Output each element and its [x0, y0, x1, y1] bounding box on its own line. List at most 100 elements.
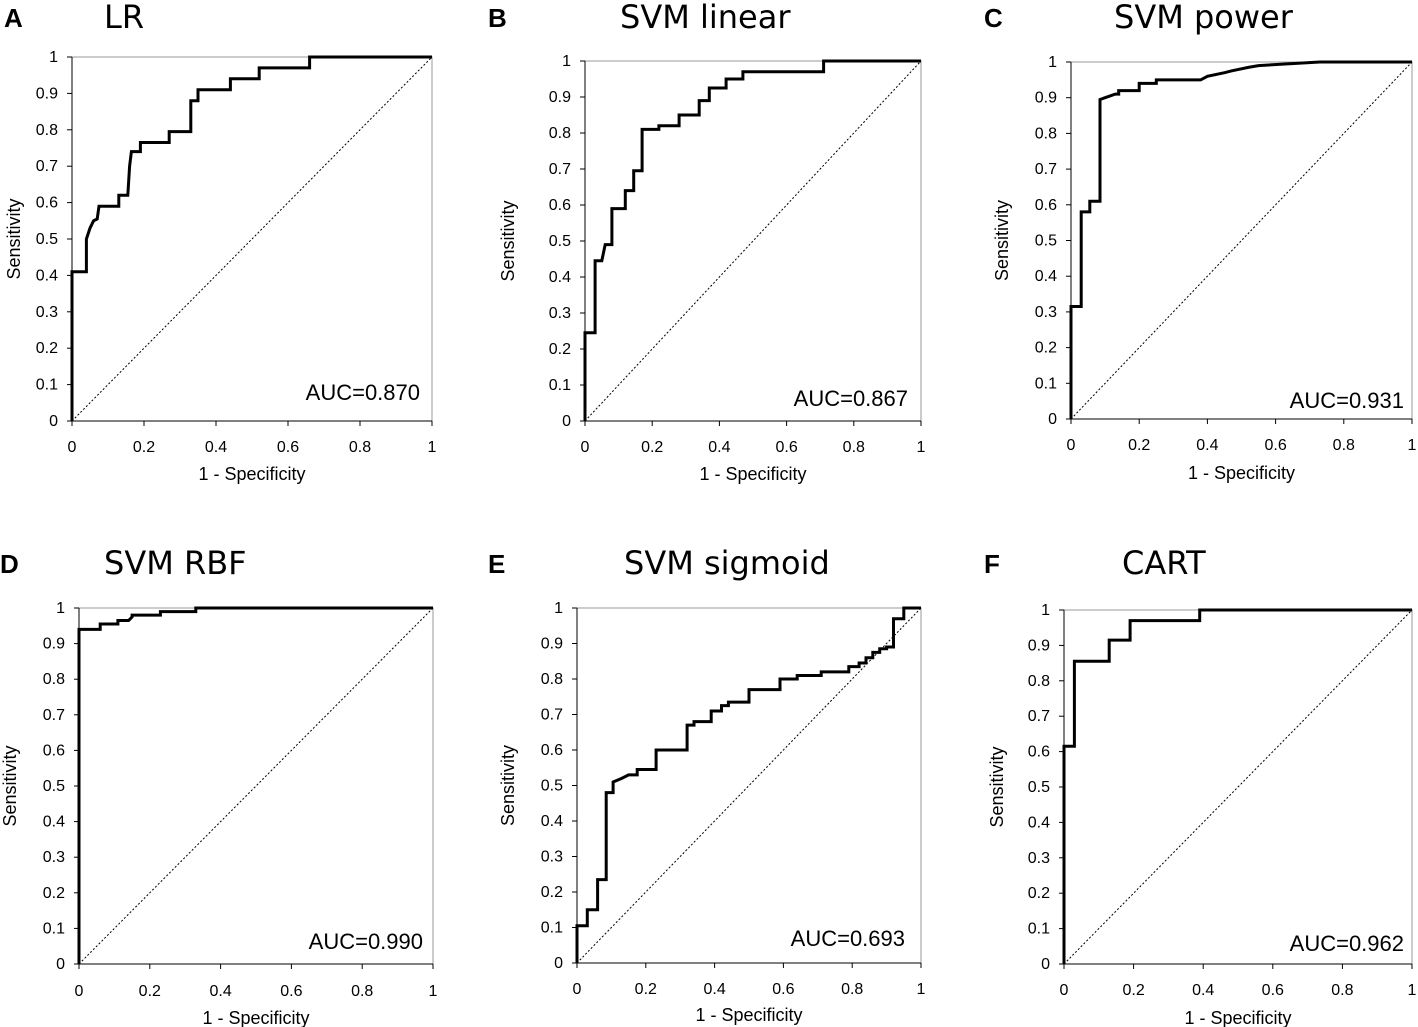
y-tick-label: 0.3: [43, 849, 65, 866]
y-tick-label: 0.1: [541, 920, 563, 937]
panel-a: A LR 0 0.1 0.2 0.3 0.4 0.5 0.6 0.7 0.8 0.9 1 0 0.2 0.4 0…: [4, 0, 437, 484]
y-tick-label: 0.9: [541, 636, 563, 653]
auc-label: AUC=0.962: [1290, 931, 1404, 956]
panel-letter: E: [488, 549, 505, 579]
x-tick-label: 1: [428, 439, 437, 456]
plot-frame: [1070, 61, 1413, 420]
x-axis-title: 1 - Specificity: [198, 464, 305, 484]
roc-curve-b: [583, 59, 921, 421]
y-tick-label: 1: [56, 600, 65, 617]
y-tick-label: 0.4: [43, 814, 65, 831]
x-tick-label: 0.8: [843, 439, 865, 456]
y-tick-label: 0.5: [1028, 779, 1050, 796]
auc-label: AUC=0.867: [794, 386, 908, 411]
y-tick-label: 0.2: [1028, 885, 1050, 902]
reference-diagonal: [78, 607, 434, 965]
y-tick-label: 0.1: [43, 920, 65, 937]
x-tick-label: 0.2: [1122, 982, 1144, 999]
y-tick-label: 0.4: [549, 269, 571, 286]
y-tick-label: 0.8: [1035, 125, 1057, 142]
panel-letter: B: [488, 3, 507, 33]
y-tick-label: 0.4: [1035, 268, 1057, 285]
y-tick-label: 0.5: [43, 778, 65, 795]
x-tick-label: 0.6: [1264, 437, 1286, 454]
chart-title: LR: [104, 0, 144, 36]
x-tick-label: 0.4: [209, 983, 231, 1000]
plot-frame: [78, 607, 434, 965]
y-tick-label: 0.4: [1028, 814, 1050, 831]
reference-diagonal: [576, 607, 922, 964]
y-axis-title: Sensitivity: [498, 200, 518, 281]
roc-curve-e: [575, 606, 921, 963]
y-tick-label: 0.7: [1035, 161, 1057, 178]
chart-title: CART: [1122, 544, 1206, 582]
roc-curve-a: [70, 55, 432, 421]
x-tick-label: 0.6: [775, 439, 797, 456]
y-tick-label: 0.8: [1028, 673, 1050, 690]
y-tick-label: 1: [554, 600, 563, 617]
y-tick-label: 0.8: [549, 125, 571, 142]
x-tick-label: 0: [68, 439, 77, 456]
y-tick-label: 0.1: [549, 377, 571, 394]
chart-title: SVM linear: [620, 0, 791, 36]
reference-diagonal: [71, 56, 433, 422]
y-tick-label: 0.9: [43, 636, 65, 653]
y-tick-label: 0.3: [1028, 850, 1050, 867]
y-tick-label: 0.8: [43, 671, 65, 688]
panel-b: B SVM linear 0 0.1 0.2 0.3 0.4 0.5 0.6 0.7 0.8 0.9 1…: [488, 0, 926, 484]
reference-diagonal: [584, 60, 922, 422]
x-tick-label: 0.6: [280, 983, 302, 1000]
panel-c: C SVM power 0 0.1 0.2 0.3 0.4 0.5 0.6 0.7 0.8 0.9 1 0…: [984, 0, 1417, 483]
y-tick-label: 1: [562, 53, 571, 70]
y-tick-label: 0: [49, 413, 58, 430]
x-tick-label: 0.8: [1333, 437, 1355, 454]
x-tick-label: 0.8: [1331, 982, 1353, 999]
x-tick-label: 0.4: [1196, 437, 1218, 454]
y-tick-label: 0.5: [1035, 233, 1057, 250]
y-tick-label: 0.5: [36, 231, 58, 248]
x-tick-label: 0: [1067, 437, 1076, 454]
y-tick-label: 0.3: [541, 849, 563, 866]
panel-e: E SVM sigmoid 0 0.1 0.2 0.3 0.4 0.5 0.6 0.7 0.8 0.9…: [488, 544, 926, 1025]
y-tick-label: 0.5: [549, 233, 571, 250]
y-tick-label: 0.2: [36, 340, 58, 357]
x-tick-label: 0: [1060, 982, 1069, 999]
y-tick-label: 0: [1041, 956, 1050, 973]
y-tick-label: 0.1: [1028, 921, 1050, 938]
y-tick-label: 0.6: [541, 742, 563, 759]
y-tick-label: 1: [1041, 602, 1050, 619]
x-tick-label: 0.8: [841, 981, 863, 998]
y-tick-label: 0.7: [549, 161, 571, 178]
y-tick-label: 0.2: [541, 884, 563, 901]
reference-diagonal: [1063, 609, 1413, 965]
y-tick-label: 0.6: [36, 195, 58, 212]
x-tick-label: 0: [573, 981, 582, 998]
auc-label: AUC=0.931: [1290, 388, 1404, 413]
chart-title: SVM RBF: [104, 544, 247, 582]
y-tick-label: 0.7: [541, 707, 563, 724]
y-tick-label: 0.9: [36, 85, 58, 102]
y-tick-label: 0.2: [549, 341, 571, 358]
x-tick-label: 1: [1408, 437, 1417, 454]
y-tick-label: 0.2: [1035, 340, 1057, 357]
x-tick-label: 1: [917, 981, 926, 998]
panel-letter: A: [4, 3, 23, 33]
panel-letter: F: [984, 549, 1000, 579]
x-tick-label: 0.6: [772, 981, 794, 998]
y-tick-label: 0.1: [36, 377, 58, 394]
y-tick-label: 0.7: [43, 707, 65, 724]
y-tick-label: 1: [1048, 54, 1057, 71]
x-tick-label: 0.2: [641, 439, 663, 456]
y-tick-label: 0.6: [549, 197, 571, 214]
x-tick-label: 0.2: [139, 983, 161, 1000]
y-tick-label: 0.5: [541, 778, 563, 795]
y-tick-label: 0.6: [1035, 197, 1057, 214]
y-axis-title: Sensitivity: [4, 198, 24, 279]
y-tick-label: 0.6: [1028, 744, 1050, 761]
reference-diagonal: [1070, 61, 1413, 420]
x-tick-label: 0.2: [1128, 437, 1150, 454]
chart-title: SVM power: [1114, 0, 1294, 36]
roc-curve-d: [77, 606, 433, 964]
roc-curve-f: [1062, 608, 1412, 964]
